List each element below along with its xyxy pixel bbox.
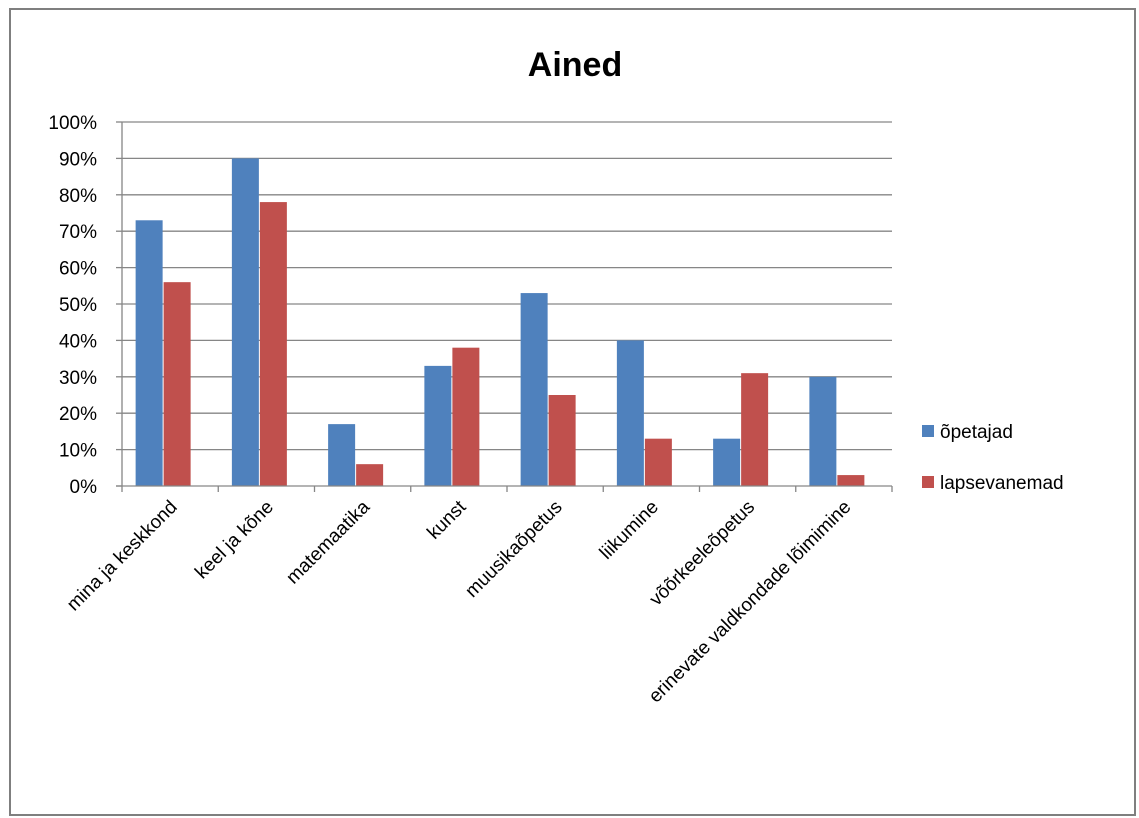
bar	[356, 464, 384, 486]
y-tick-label: 30%	[59, 368, 97, 389]
bar	[616, 340, 644, 486]
y-tick-label: 20%	[59, 404, 97, 425]
bar	[231, 158, 259, 486]
legend-label-lapsevanemad: lapsevanemad	[940, 473, 1064, 494]
y-tick-label: 10%	[59, 441, 97, 462]
y-tick-label: 100%	[48, 113, 97, 134]
legend: õpetajad lapsevanemad	[922, 422, 1064, 494]
bar	[328, 424, 356, 486]
bar	[837, 475, 865, 486]
y-tick-label: 90%	[59, 149, 97, 170]
axes	[116, 121, 893, 492]
bars	[135, 158, 865, 486]
bar	[741, 373, 769, 486]
y-tick-label: 80%	[59, 186, 97, 207]
bar	[520, 293, 548, 486]
chart-title: Ained	[528, 46, 622, 84]
bar	[135, 220, 163, 486]
y-tick-label: 40%	[59, 331, 97, 352]
x-category-label: matemaatika	[282, 496, 374, 588]
legend-label-opetajad: õpetajad	[940, 422, 1013, 443]
x-axis-category-labels: mina ja keskkond keel ja kõne matemaatika k…	[63, 496, 855, 707]
x-category-label: mina ja keskkond	[63, 497, 182, 616]
y-tick-label: 0%	[70, 477, 98, 498]
bar	[809, 376, 837, 486]
y-tick-label: 60%	[59, 259, 97, 280]
legend-swatch-opetajad	[922, 425, 934, 437]
bar	[259, 202, 287, 486]
y-tick-label: 70%	[59, 222, 97, 243]
y-tick-label: 50%	[59, 295, 97, 316]
x-category-label: muusikaõpetus	[461, 497, 566, 602]
bar	[713, 438, 741, 486]
bar	[424, 365, 452, 486]
x-category-label: erinevate valdkondade lõimimine	[645, 497, 856, 708]
legend-swatch-lapsevanemad	[922, 476, 934, 488]
bar	[644, 438, 672, 486]
x-category-label: keel ja kõne	[191, 497, 278, 584]
y-axis-tick-labels: 0% 10% 20% 30% 40% 50% 60% 70% 80% 90% 100%	[48, 113, 97, 498]
x-category-label: kunst	[423, 496, 470, 543]
bar	[548, 395, 576, 486]
bar	[163, 282, 191, 486]
bar	[452, 347, 480, 486]
x-category-label: liikumine	[596, 497, 663, 564]
x-category-label: võõrkeeleõpetus	[646, 497, 759, 610]
